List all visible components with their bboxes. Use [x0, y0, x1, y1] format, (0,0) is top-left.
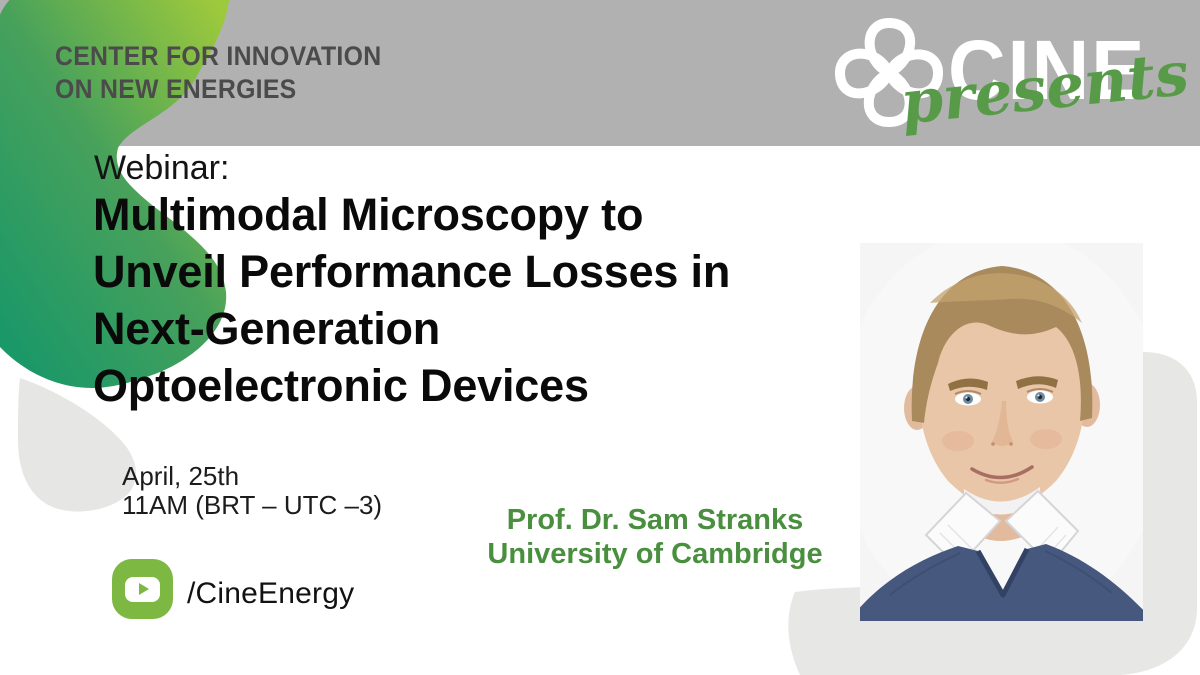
event-title-line3: Next-Generation — [93, 303, 441, 354]
cine-knot-logo-icon — [835, 18, 943, 127]
event-title: Multimodal Microscopy to Unveil Performa… — [93, 186, 730, 414]
youtube-screen-shape — [125, 576, 160, 602]
event-title-line4: Optoelectronic Devices — [93, 360, 589, 411]
speaker-portrait-illustration — [836, 228, 1166, 628]
org-name-line1: CENTER FOR INNOVATION — [55, 41, 382, 71]
event-time: 11AM (BRT – UTC –3) — [122, 490, 383, 520]
gray-petal-shape — [18, 378, 136, 512]
green-blob-shape — [0, 0, 229, 388]
speaker-affiliation: University of Cambridge — [487, 538, 823, 570]
speaker-info: Prof. Dr. Sam Stranks University of Camb… — [455, 503, 855, 571]
brand-name: CINE — [948, 23, 1147, 117]
event-kicker: Webinar: — [94, 149, 230, 187]
youtube-icon[interactable] — [112, 559, 173, 619]
speaker-name: Prof. Dr. Sam Stranks — [506, 504, 804, 536]
event-title-line1: Multimodal Microscopy to — [93, 189, 644, 240]
speaker-photo — [836, 228, 1166, 628]
org-name-line2: ON NEW ENERGIES — [55, 74, 297, 104]
event-datetime: April, 25th 11AM (BRT – UTC –3) — [122, 462, 382, 520]
youtube-play-icon — [139, 583, 149, 595]
org-name: CENTER FOR INNOVATION ON NEW ENERGIES — [55, 40, 381, 106]
event-title-line2: Unveil Performance Losses in — [93, 246, 731, 297]
youtube-channel-handle[interactable]: /CineEnergy — [187, 577, 355, 610]
event-date: April, 25th — [122, 461, 240, 491]
